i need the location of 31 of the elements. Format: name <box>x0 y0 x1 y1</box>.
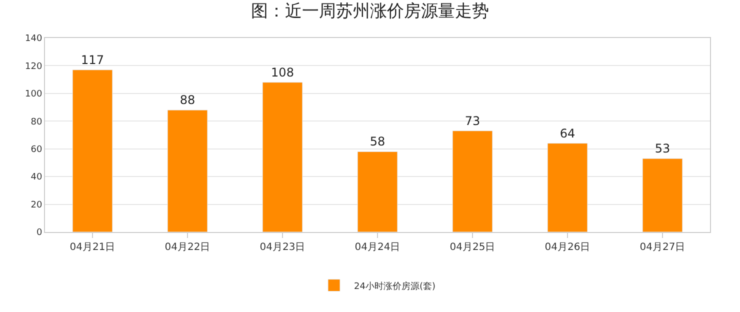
data-label: 58 <box>370 134 386 149</box>
y-tick-label: 40 <box>30 172 42 183</box>
bar <box>262 82 303 232</box>
chart-title: 图：近一周苏州涨价房源量走势 <box>251 2 489 22</box>
data-label: 88 <box>180 93 196 108</box>
x-tick-label: 04月27日 <box>640 242 686 253</box>
x-tick-label: 04月21日 <box>70 242 116 253</box>
bar <box>547 143 588 232</box>
data-label: 108 <box>271 65 294 80</box>
y-tick-label: 0 <box>36 228 42 238</box>
x-tick-label: 04月22日 <box>164 242 210 253</box>
bar <box>167 110 208 232</box>
x-tick-label: 04月23日 <box>260 242 306 253</box>
data-label: 73 <box>464 114 480 128</box>
x-tick-label: 04月24日 <box>354 242 400 253</box>
x-tick-label: 04月26日 <box>544 242 590 253</box>
legend-label: 24小时涨价房源(套) <box>354 280 436 292</box>
y-tick-label: 60 <box>30 145 42 156</box>
y-tick-label: 140 <box>25 34 42 44</box>
y-tick-label: 20 <box>30 200 42 210</box>
bar <box>72 70 113 232</box>
y-tick-label: 120 <box>25 62 42 72</box>
x-tick-label: 04月25日 <box>450 242 496 253</box>
data-label: 117 <box>81 52 104 67</box>
bar <box>452 130 493 232</box>
bar <box>357 151 398 232</box>
data-label: 53 <box>654 142 670 156</box>
bar <box>642 158 683 232</box>
data-label: 64 <box>560 126 576 140</box>
y-tick-label: 80 <box>30 117 42 128</box>
y-tick-label: 100 <box>25 90 42 100</box>
